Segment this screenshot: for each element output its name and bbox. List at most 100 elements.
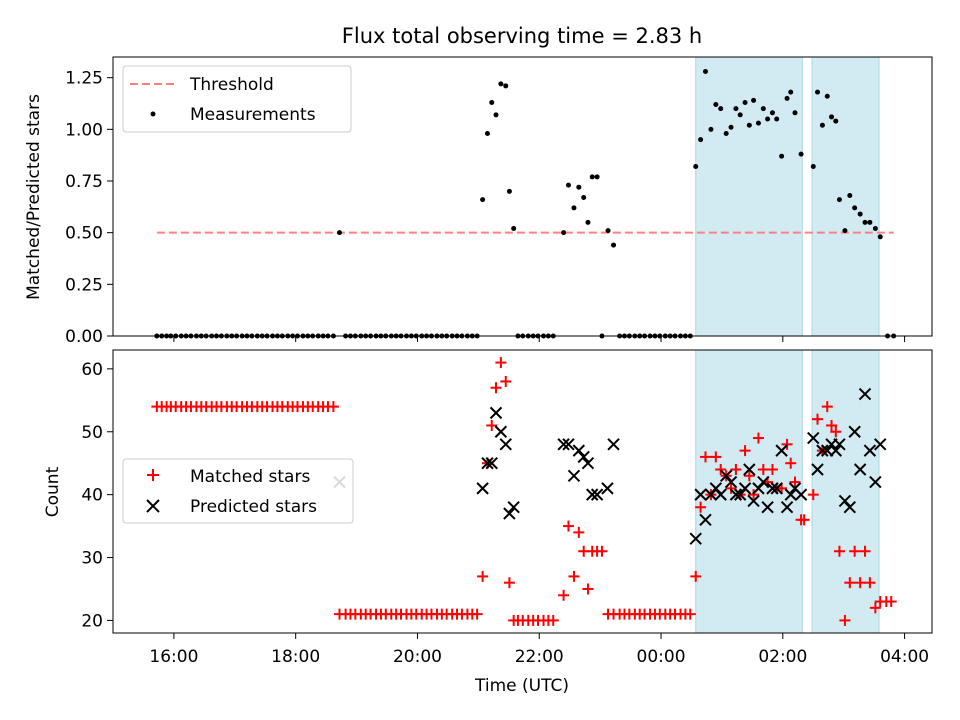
predicted-point-b <box>557 438 570 451</box>
ratio-y-ticks: 0.00 0.25 0.50 0.75 1.00 1.25 <box>65 69 113 347</box>
measurement-point <box>702 68 708 74</box>
legend-matched-marker <box>147 469 159 481</box>
count-panel: 20 30 40 50 60 16:00 18:00 20:00 22:00 00:00 02:0… <box>43 349 933 696</box>
predicted-point <box>853 463 867 476</box>
measurement-point <box>561 230 567 236</box>
matched-point <box>849 545 861 557</box>
predicted-point <box>775 444 788 457</box>
matched-point <box>766 463 778 475</box>
predicted-point-b <box>586 488 599 501</box>
matched-point <box>500 375 512 387</box>
ratio-y-tick-label: 1.00 <box>65 120 103 140</box>
count-y-tick-label: 50 <box>81 423 103 443</box>
matched-point <box>725 482 737 494</box>
predicted-point <box>863 444 877 457</box>
matched-point <box>710 451 722 463</box>
predicted-point-b <box>590 488 604 501</box>
predicted-point-b <box>757 475 770 489</box>
measurement-point <box>484 130 490 136</box>
predicted-point <box>704 488 718 501</box>
matched-point <box>748 489 760 501</box>
count-y-tick-label: 40 <box>81 486 103 506</box>
matched-point <box>471 608 483 620</box>
matched-point <box>503 577 515 589</box>
measurement-point <box>605 228 611 234</box>
measurement-point <box>698 137 704 143</box>
predicted-star-points <box>333 387 887 545</box>
predicted-point <box>699 513 712 527</box>
measurement-point <box>571 205 577 211</box>
observing-window-top-1 <box>811 56 880 337</box>
measurement-point <box>506 188 512 194</box>
predicted-point-b <box>780 501 794 514</box>
ratio-panel: 0.00 0.25 0.50 0.75 1.00 1.25 Matched/Predict… <box>24 56 933 347</box>
measurement-point <box>585 219 591 225</box>
predicted-point-b <box>499 438 512 451</box>
matched-point <box>695 501 707 513</box>
predicted-point-b <box>581 456 595 470</box>
matched-point <box>859 545 871 557</box>
predicted-point <box>848 425 861 438</box>
predicted-point-b <box>562 438 575 451</box>
measurement-point <box>769 110 775 116</box>
predicted-point-b <box>481 456 494 470</box>
time-x-ticks: 16:00 18:00 20:00 22:00 00:00 02:00 04:00 <box>149 633 929 667</box>
measurement-point <box>765 116 771 122</box>
matched-point <box>752 432 764 444</box>
predicted-point-b <box>858 387 872 401</box>
count-y-tick-label: 20 <box>81 611 103 631</box>
predicted-point-b <box>807 431 820 445</box>
count-y-tick-label: 30 <box>81 549 103 569</box>
predicted-point <box>719 469 733 482</box>
measurement-point <box>708 126 714 132</box>
measurement-point <box>751 97 757 103</box>
predicted-point <box>476 482 489 495</box>
predicted-point-b <box>607 438 620 451</box>
matched-point <box>547 614 559 626</box>
predicted-point-b <box>733 488 747 501</box>
count-panel-frame <box>112 349 933 634</box>
predicted-point <box>761 501 774 514</box>
measurement-point <box>877 234 883 240</box>
measurement-point <box>755 120 761 126</box>
predicted-point-b <box>709 482 723 495</box>
ratio-y-tick-label: 1.25 <box>65 69 103 89</box>
predicted-point-b <box>567 469 581 482</box>
predicted-point <box>507 501 520 514</box>
predicted-point <box>577 450 590 464</box>
predicted-point-b <box>699 513 712 527</box>
predicted-point <box>494 425 508 438</box>
matched-point <box>812 413 824 425</box>
count-legend: Matched stars Predicted stars <box>122 458 354 524</box>
matched-point <box>830 426 842 438</box>
ratio-x-ticks <box>173 336 906 342</box>
time-x-tick-label: 20:00 <box>393 647 442 667</box>
predicted-point-b <box>601 482 614 495</box>
predicted-point-b <box>743 463 756 476</box>
count-y-tick-label: 60 <box>81 360 103 380</box>
matched-point <box>486 419 498 431</box>
matched-point <box>715 463 727 475</box>
measurement-point <box>611 242 617 248</box>
matched-point <box>854 577 866 589</box>
measurement-point <box>594 174 600 180</box>
legend-predicted-marker <box>146 499 160 513</box>
measurement-point <box>489 99 495 105</box>
measurement-point <box>824 93 830 99</box>
predicted-point-b <box>775 444 788 457</box>
matched-point <box>558 589 570 601</box>
predicted-point-b <box>770 482 783 495</box>
measurement-point <box>742 99 748 105</box>
predicted-point <box>729 488 743 501</box>
measurement-point <box>819 122 825 128</box>
predicted-point <box>829 444 842 457</box>
ratio-y-tick-label: 0.75 <box>65 172 103 192</box>
observing-window-bottom-1 <box>811 349 880 634</box>
observing-window-top-0 <box>695 56 803 337</box>
measurement-point <box>810 164 816 170</box>
predicted-point-b <box>738 482 752 495</box>
matched-point <box>477 570 489 582</box>
predicted-point <box>752 482 765 495</box>
matched-point <box>495 357 507 369</box>
predicted-point <box>843 501 857 514</box>
